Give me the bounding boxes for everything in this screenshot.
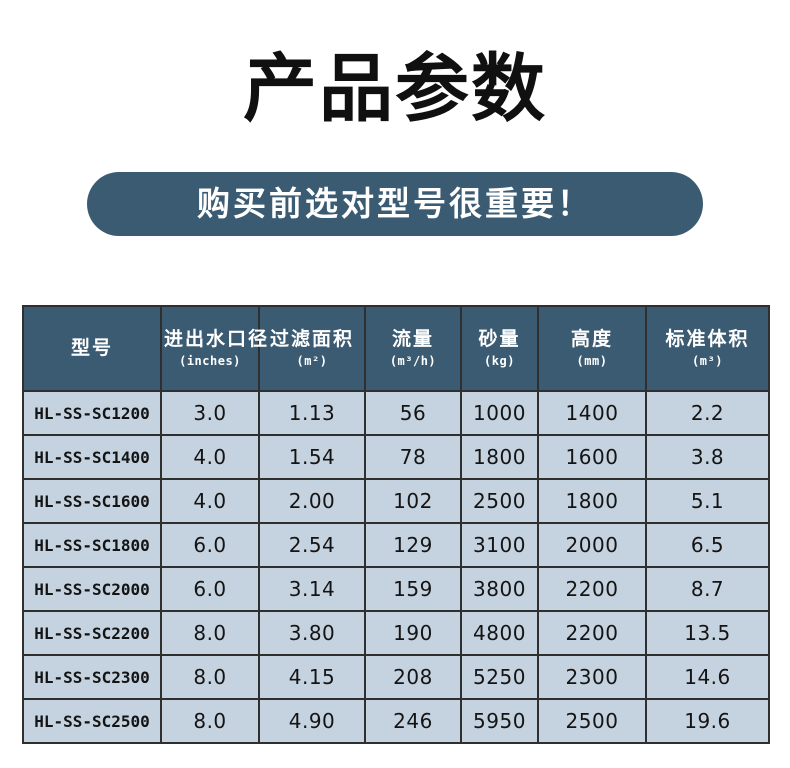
- table-cell-port: 8.0: [160, 698, 260, 744]
- table-column-header: 过滤面积 (m²): [258, 305, 366, 392]
- table-column-header: 型号: [22, 305, 162, 392]
- table-cell-sand: 1000: [460, 390, 539, 436]
- table-cell-flow: 159: [364, 566, 462, 612]
- table-cell-model: HL-SS-SC2300: [22, 654, 162, 700]
- table-cell-height: 2200: [537, 610, 647, 656]
- table-column-header-label: 标准体积: [665, 327, 750, 350]
- table-row: HL-SS-SC2000 6.0 3.14 159 3800 2200 8.7: [22, 566, 770, 612]
- table-column-header-label: 砂量: [478, 327, 521, 350]
- page-title-container: 产品参数: [0, 48, 790, 130]
- table-cell-filter-area: 4.15: [258, 654, 366, 700]
- subtitle-banner-text: 购买前选对型号很重要！: [197, 184, 593, 223]
- table-row: HL-SS-SC1400 4.0 1.54 78 1800 1600 3.8: [22, 434, 770, 480]
- table-row: HL-SS-SC2500 8.0 4.90 246 5950 2500 19.6: [22, 698, 770, 744]
- table-cell-filter-area: 1.54: [258, 434, 366, 480]
- table-row: HL-SS-SC1800 6.0 2.54 129 3100 2000 6.5: [22, 522, 770, 568]
- table-cell-sand: 3100: [460, 522, 539, 568]
- table-row: HL-SS-SC2300 8.0 4.15 208 5250 2300 14.6: [22, 654, 770, 700]
- table-cell-height: 1800: [537, 478, 647, 524]
- table-cell-flow: 129: [364, 522, 462, 568]
- table-cell-port: 4.0: [160, 478, 260, 524]
- table-column-header-unit: (m³): [692, 353, 723, 368]
- table-body: HL-SS-SC1200 3.0 1.13 56 1000 1400 2.2 HL-SS-SC…: [22, 390, 770, 744]
- table-cell-flow: 56: [364, 390, 462, 436]
- table-column-header-label: 型号: [70, 337, 113, 359]
- table-column-header-unit: (kg): [484, 353, 515, 368]
- table-column-header-label: 高度: [570, 327, 613, 350]
- table-cell-volume: 13.5: [645, 610, 770, 656]
- subtitle-banner: 购买前选对型号很重要！: [87, 172, 703, 236]
- table-cell-flow: 208: [364, 654, 462, 700]
- table-cell-model: HL-SS-SC2000: [22, 566, 162, 612]
- table-cell-flow: 78: [364, 434, 462, 480]
- table-column-header: 进出水口径 (inches): [160, 305, 270, 392]
- table-row: HL-SS-SC1600 4.0 2.00 102 2500 1800 5.1: [22, 478, 770, 524]
- table-cell-height: 2300: [537, 654, 647, 700]
- table-cell-port: 8.0: [160, 654, 260, 700]
- table-cell-port: 6.0: [160, 566, 260, 612]
- table-column-header: 高度 (mm): [537, 305, 647, 392]
- table-header: 型号 进出水口径 (inches) 过滤面积 (m²) 流量 (m³/h) 砂量 (kg) 高度 (…: [22, 305, 770, 392]
- table-column-header-unit: (m²): [296, 353, 328, 368]
- table-cell-model: HL-SS-SC1200: [22, 390, 162, 436]
- table-cell-model: HL-SS-SC1600: [22, 478, 162, 524]
- table-column-header-label: 过滤面积: [269, 327, 354, 350]
- spec-table-container: 型号 进出水口径 (inches) 过滤面积 (m²) 流量 (m³/h) 砂量 (kg) 高度 (…: [22, 305, 770, 744]
- table-column-header-label: 流量: [391, 327, 434, 350]
- table-cell-port: 3.0: [160, 390, 260, 436]
- product-spec-table: 型号 进出水口径 (inches) 过滤面积 (m²) 流量 (m³/h) 砂量 (kg) 高度 (…: [22, 305, 770, 744]
- table-cell-height: 1600: [537, 434, 647, 480]
- table-cell-filter-area: 2.00: [258, 478, 366, 524]
- table-cell-filter-area: 3.14: [258, 566, 366, 612]
- table-cell-volume: 14.6: [645, 654, 770, 700]
- table-header-row: 型号 进出水口径 (inches) 过滤面积 (m²) 流量 (m³/h) 砂量 (kg) 高度 (…: [22, 305, 770, 392]
- table-cell-filter-area: 3.80: [258, 610, 366, 656]
- table-column-header-unit: (mm): [576, 353, 608, 368]
- table-cell-filter-area: 1.13: [258, 390, 366, 436]
- table-cell-filter-area: 4.90: [258, 698, 366, 744]
- table-cell-height: 2200: [537, 566, 647, 612]
- table-cell-sand: 5950: [460, 698, 539, 744]
- table-column-header-unit: (m³/h): [389, 353, 437, 368]
- page-title: 产品参数: [243, 46, 547, 132]
- table-cell-volume: 6.5: [645, 522, 770, 568]
- table-column-header-unit: (inches): [179, 353, 241, 368]
- table-column-header: 流量 (m³/h): [364, 305, 462, 392]
- table-cell-volume: 19.6: [645, 698, 770, 744]
- table-cell-sand: 5250: [460, 654, 539, 700]
- table-cell-sand: 4800: [460, 610, 539, 656]
- table-cell-volume: 2.2: [645, 390, 770, 436]
- table-cell-flow: 102: [364, 478, 462, 524]
- table-cell-flow: 246: [364, 698, 462, 744]
- table-cell-model: HL-SS-SC2200: [22, 610, 162, 656]
- table-column-header: 标准体积 (m³): [645, 305, 770, 392]
- table-row: HL-SS-SC1200 3.0 1.13 56 1000 1400 2.2: [22, 390, 770, 436]
- table-cell-volume: 3.8: [645, 434, 770, 480]
- table-cell-filter-area: 2.54: [258, 522, 366, 568]
- table-cell-sand: 3800: [460, 566, 539, 612]
- table-cell-volume: 5.1: [645, 478, 770, 524]
- table-cell-port: 4.0: [160, 434, 260, 480]
- table-cell-model: HL-SS-SC2500: [22, 698, 162, 744]
- table-cell-sand: 1800: [460, 434, 539, 480]
- table-column-header-label: 进出水口径: [164, 327, 270, 350]
- table-cell-port: 6.0: [160, 522, 260, 568]
- table-cell-height: 1400: [537, 390, 647, 436]
- table-cell-height: 2500: [537, 698, 647, 744]
- table-cell-height: 2000: [537, 522, 647, 568]
- table-cell-port: 8.0: [160, 610, 260, 656]
- table-cell-sand: 2500: [460, 478, 539, 524]
- table-column-header: 砂量 (kg): [460, 305, 539, 392]
- table-cell-volume: 8.7: [645, 566, 770, 612]
- table-cell-model: HL-SS-SC1400: [22, 434, 162, 480]
- table-cell-flow: 190: [364, 610, 462, 656]
- table-row: HL-SS-SC2200 8.0 3.80 190 4800 2200 13.5: [22, 610, 770, 656]
- table-cell-model: HL-SS-SC1800: [22, 522, 162, 568]
